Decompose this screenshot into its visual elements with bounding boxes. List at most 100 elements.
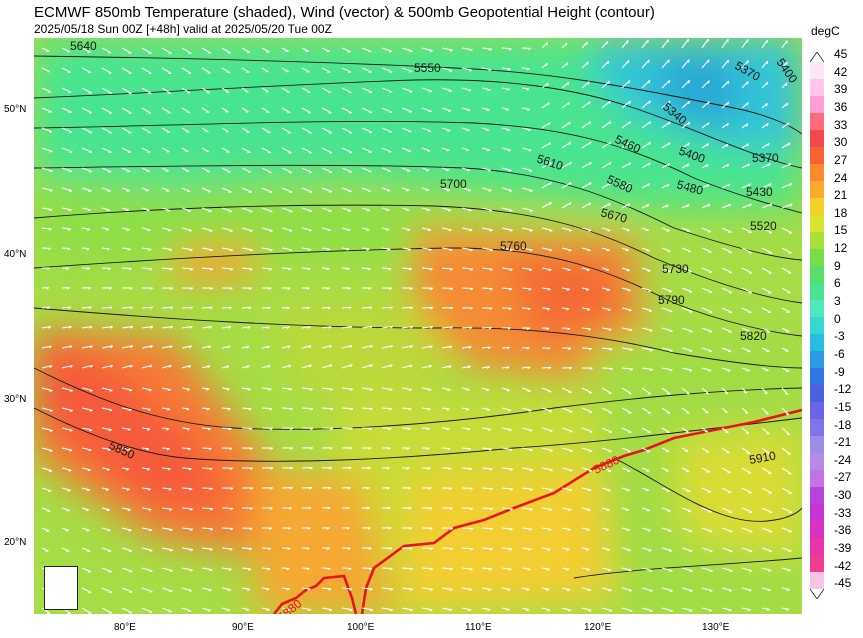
wind-vector-head	[249, 230, 253, 233]
wind-vector-head	[289, 210, 293, 213]
wind-vector-head	[249, 249, 253, 252]
wind-vector	[681, 287, 693, 293]
wind-vector-head	[784, 392, 789, 396]
wind-vector-head	[89, 429, 93, 432]
wind-vector-head	[67, 248, 71, 251]
wind-vector	[641, 467, 650, 472]
wind-vector	[81, 487, 90, 491]
wind-vector	[641, 587, 653, 592]
wind-vector-head	[689, 311, 693, 313]
wind-vector-head	[527, 390, 531, 393]
wind-vector-head	[388, 527, 392, 530]
wind-vector-head	[247, 568, 252, 571]
wind-vector	[361, 247, 370, 250]
weather-map[interactable]: 5640 5550 5400 5370 5340 5460 5400 5370 …	[34, 38, 802, 614]
wind-vector	[601, 227, 611, 231]
wind-vector	[381, 387, 393, 391]
wind-vector	[521, 567, 531, 570]
wind-vector-head	[268, 527, 273, 530]
wind-vector-head	[687, 142, 690, 146]
wind-vector	[81, 387, 93, 392]
wind-vector-head	[426, 169, 430, 172]
lat-label-20n: 20°N	[4, 537, 27, 548]
wind-vector	[241, 227, 253, 232]
wind-vector-head	[268, 547, 272, 551]
wind-vector-head	[488, 428, 492, 431]
wind-vector-head	[249, 210, 253, 213]
wind-vector	[701, 347, 712, 352]
wind-vector-head	[729, 570, 733, 573]
wind-vector	[161, 467, 171, 470]
wind-vector	[321, 567, 331, 570]
colorbar-tick-label: -33	[834, 505, 852, 520]
wind-vector	[561, 307, 570, 310]
wind-vector	[581, 427, 593, 433]
wind-vector	[561, 42, 568, 49]
wind-vector-head	[86, 489, 90, 492]
wind-vector	[461, 607, 472, 611]
wind-vector-head	[449, 568, 454, 571]
wind-vector-head	[666, 183, 670, 187]
wind-vector-head	[746, 143, 750, 147]
wind-vector-head	[788, 550, 792, 553]
wind-vector-head	[47, 247, 52, 251]
wind-vector	[561, 267, 571, 271]
wind-vector-head	[648, 80, 651, 84]
wind-vector	[241, 247, 253, 251]
wind-vector	[141, 67, 152, 74]
wind-vector	[61, 127, 73, 133]
wind-vector-head	[129, 570, 133, 573]
wind-vector	[101, 547, 112, 552]
wind-vector	[261, 364, 271, 369]
wind-vector	[741, 163, 750, 169]
wind-vector	[601, 40, 609, 49]
wind-vector-head	[246, 609, 250, 612]
wind-vector-head	[748, 570, 753, 572]
wind-vector	[121, 227, 130, 231]
wind-vector	[101, 87, 112, 94]
wind-vector	[541, 587, 550, 590]
wind-vector	[401, 267, 412, 270]
wind-vector-head	[266, 326, 270, 330]
wind-vector-head	[628, 100, 631, 104]
wind-vector-head	[549, 469, 553, 472]
wind-vector	[761, 162, 771, 169]
wind-vector-head	[466, 389, 470, 392]
wind-vector-head	[369, 568, 373, 571]
wind-vector	[201, 306, 213, 309]
wind-vector	[741, 143, 749, 149]
wind-vector-head	[649, 368, 654, 372]
wind-vector	[521, 147, 532, 151]
wind-vector-head	[749, 531, 753, 533]
wind-vector-head	[407, 427, 411, 431]
wind-vector-head	[548, 249, 553, 252]
wind-vector	[581, 347, 592, 350]
wind-vector	[221, 67, 231, 74]
wind-vector	[401, 47, 413, 52]
contour-label-5480: 5480	[675, 177, 705, 198]
wind-vector	[141, 527, 153, 531]
wind-vector-head	[266, 609, 270, 612]
wind-vector	[81, 364, 93, 369]
wind-vector-head	[66, 267, 70, 270]
wind-vector	[61, 507, 70, 511]
wind-vector	[661, 121, 671, 129]
wind-vector-head	[49, 170, 53, 173]
wind-vector-head	[129, 306, 133, 310]
wind-vector	[281, 345, 291, 349]
wind-vector	[201, 67, 211, 74]
wind-vector	[121, 47, 132, 54]
wind-vector-head	[366, 229, 370, 232]
wind-vector	[561, 387, 572, 393]
wind-vector	[141, 467, 150, 470]
wind-vector	[221, 345, 231, 349]
wind-vector	[701, 163, 709, 169]
wind-vector	[761, 427, 770, 435]
wind-vector	[521, 287, 532, 290]
wind-vector	[241, 326, 251, 329]
wind-vector-head	[367, 209, 371, 212]
wind-vector-head	[127, 509, 131, 512]
wind-vector	[221, 107, 229, 113]
wind-vector-head	[110, 345, 114, 349]
wind-vector-head	[369, 325, 373, 329]
